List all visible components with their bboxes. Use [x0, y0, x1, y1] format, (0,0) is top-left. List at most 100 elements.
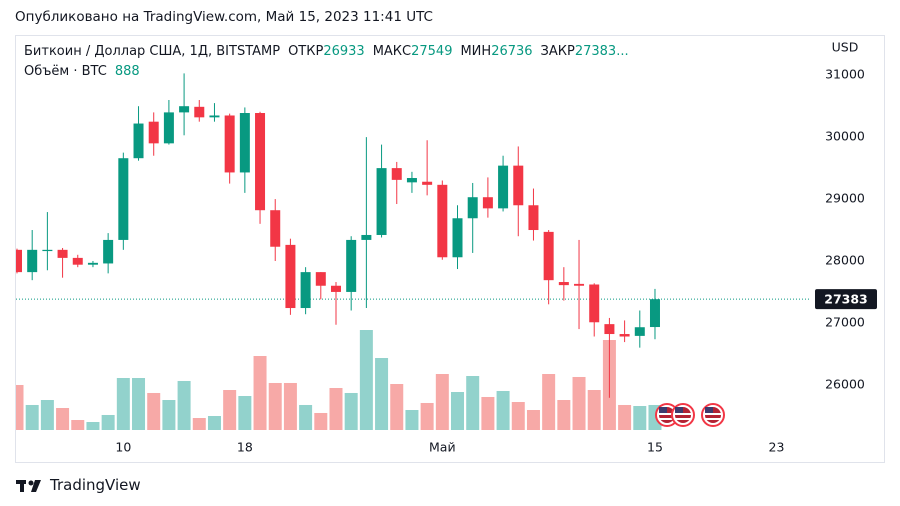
volume-line: Объём · BTC 888 — [24, 62, 629, 82]
ohlc-label: ЗАКР — [540, 44, 575, 59]
candle-body — [57, 249, 68, 258]
volume-bar — [132, 378, 146, 430]
volume-bar — [283, 382, 297, 430]
candle-body — [315, 272, 326, 286]
candle-body — [574, 283, 585, 286]
volume-bar — [147, 392, 161, 430]
volume-bar — [542, 374, 556, 430]
y-tick-label: 27000 — [825, 314, 865, 329]
volume-bar — [101, 414, 115, 430]
candle-body — [255, 113, 266, 211]
volume-bar — [329, 388, 343, 430]
brand-logo — [16, 480, 41, 492]
candle-body — [239, 113, 250, 173]
volume-bar — [420, 402, 434, 430]
candle-body — [589, 284, 600, 323]
low-value: 26736 — [491, 44, 533, 59]
volume-bar — [359, 330, 373, 430]
candle-body — [634, 327, 645, 336]
volume-bar — [390, 384, 404, 430]
volume-bar — [268, 382, 282, 430]
candle-body — [148, 121, 159, 144]
volume-bar — [526, 410, 540, 430]
candle-body — [422, 181, 433, 185]
x-tick-label: 15 — [647, 440, 663, 455]
candle-body — [27, 249, 38, 273]
volume-bar — [253, 356, 267, 430]
brand-name: TradingView — [50, 476, 141, 494]
candle-body — [300, 272, 311, 309]
candle-body — [376, 168, 387, 235]
candle-body — [391, 168, 402, 180]
legend: Биткоин / Доллар США, 1Д, BITSTAMP ОТКР26… — [24, 42, 629, 82]
volume-bar — [375, 358, 389, 430]
symbol: Биткоин / Доллар США, 1Д, BITSTAMP — [24, 44, 281, 59]
volume-bar — [344, 392, 358, 430]
volume-bar — [162, 400, 176, 430]
volume-bar — [587, 390, 601, 430]
volume-bar — [466, 376, 480, 430]
candle-body — [558, 282, 569, 286]
candle-body — [224, 115, 235, 173]
volume-bar — [25, 404, 39, 430]
candle-body — [209, 115, 220, 118]
volume-bar — [496, 390, 510, 430]
volume-bar — [299, 404, 313, 430]
volume-bar — [435, 374, 449, 430]
ohlc-label: МАКС — [372, 44, 412, 59]
candle-body — [604, 324, 615, 335]
volume-bar — [511, 402, 525, 430]
candle-body — [16, 249, 22, 273]
candle-body — [482, 197, 493, 209]
candle-body — [452, 218, 463, 258]
candle-body — [330, 285, 341, 292]
last-price-label: 27383 — [824, 292, 868, 307]
currency-label: USD — [832, 40, 859, 55]
volume-bar — [481, 396, 495, 430]
candle-body — [133, 123, 144, 159]
volume-bar — [238, 396, 252, 430]
volume-bar — [207, 416, 221, 430]
x-tick-label: 18 — [237, 440, 253, 455]
volume-bar — [192, 418, 206, 430]
y-tick-label: 31000 — [825, 67, 865, 82]
y-tick-label: 26000 — [825, 376, 865, 391]
chart-frame — [15, 35, 885, 463]
ohlc-label: МИН — [460, 44, 492, 59]
volume-bar — [405, 410, 419, 430]
y-tick-label: 29000 — [825, 191, 865, 206]
candle-body — [285, 244, 296, 309]
x-tick-label: 10 — [115, 440, 131, 455]
candle-body — [179, 106, 190, 113]
volume-bar — [71, 420, 85, 430]
open-value: 26933 — [323, 44, 365, 59]
close-value: 27383 — [574, 44, 617, 59]
candle-body — [528, 205, 539, 231]
volume-bar — [86, 422, 100, 430]
y-tick-label: 30000 — [825, 129, 865, 144]
volume-bar — [572, 376, 586, 430]
y-tick-label: 28000 — [825, 252, 865, 267]
candle-body — [42, 249, 53, 252]
candle-body — [103, 239, 114, 264]
volume-bar — [56, 408, 70, 430]
ohlc-label: ОТКР — [288, 44, 324, 59]
published-note: Опубликовано на TradingView.com, Май 15,… — [15, 9, 433, 25]
volume-bar — [116, 378, 130, 430]
candle-body — [346, 239, 357, 292]
candle-body — [72, 257, 83, 265]
last-price-box — [815, 289, 877, 310]
x-tick-label: Май — [429, 440, 456, 455]
volume-bar — [177, 380, 191, 430]
candle-body — [543, 231, 554, 281]
candle-body — [87, 262, 98, 265]
symbol-line: Биткоин / Доллар США, 1Д, BITSTAMP ОТКР26… — [24, 42, 629, 62]
candle-body — [513, 165, 524, 206]
candle-body — [437, 184, 448, 258]
high-value: 27549 — [411, 44, 453, 59]
x-tick-label: 23 — [769, 440, 785, 455]
volume-bar — [633, 406, 647, 430]
volume-bar — [557, 400, 571, 430]
